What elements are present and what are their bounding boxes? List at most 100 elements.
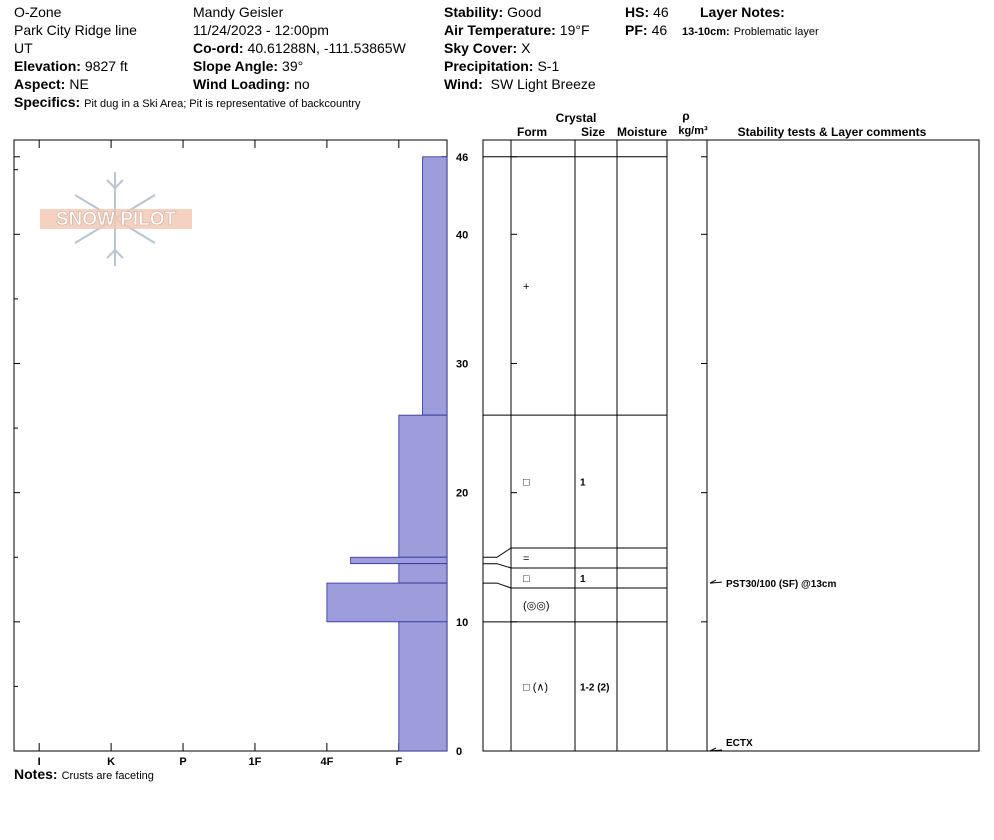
col-header: ρ	[682, 109, 689, 123]
col-header: Stability tests & Layer comments	[738, 125, 927, 139]
field-value: Mandy Geisler	[193, 4, 284, 20]
y-tick-label: 46	[456, 152, 468, 164]
header-field: Co-ord: 40.61288N, -111.53865W	[193, 40, 407, 56]
field-value: 46	[653, 4, 669, 20]
field-label: Aspect:	[14, 76, 65, 92]
header-field: O-Zone	[14, 4, 62, 20]
y-tick-label: 10	[456, 617, 468, 629]
col-header: Form	[517, 125, 547, 139]
field-value: 39°	[282, 58, 303, 74]
layer-table-frame	[482, 139, 980, 752]
field-value: Good	[507, 4, 541, 20]
hardness-bar	[398, 414, 448, 558]
field-value: SW Light Breeze	[487, 76, 596, 92]
x-tick-label: F	[395, 756, 402, 768]
logo-flake	[106, 248, 124, 259]
field-label: Precipitation:	[444, 58, 533, 74]
y-tick-label: 30	[456, 358, 468, 370]
field-value: Pit dug in a Ski Area; Pit is representa…	[84, 98, 361, 110]
hardness-bar	[422, 156, 448, 416]
crystal-form: (◎◎)	[523, 600, 550, 612]
field-value: 46	[652, 22, 668, 38]
hardness-bar	[398, 621, 448, 752]
header-field: PF: 46	[625, 22, 667, 38]
y-tick-label: 0	[456, 746, 462, 758]
x-tick-label: I	[38, 756, 41, 768]
crystal-form: □ (∧)	[523, 681, 548, 693]
field-value: Problematic layer	[734, 26, 819, 38]
field-label: Specifics:	[14, 94, 80, 110]
hardness-bar	[398, 563, 448, 584]
logo-band	[40, 209, 192, 229]
logo-flake	[106, 179, 124, 190]
field-value: X	[521, 40, 531, 56]
field-value: 40.61288N, -111.53865W	[248, 40, 407, 56]
col-header: kg/m³	[678, 125, 708, 137]
header-field: Sky Cover: X	[444, 40, 531, 56]
col-header: Moisture	[617, 125, 667, 139]
col-header: Crystal	[556, 111, 597, 125]
hardness-bar	[350, 556, 448, 565]
crystal-size: 1	[580, 574, 586, 585]
test-arrow	[709, 747, 723, 752]
x-tick-label: K	[107, 756, 115, 768]
field-label: PF:	[625, 22, 648, 38]
x-tick-label: 1F	[249, 756, 262, 768]
header-field: Mandy Geisler	[193, 4, 284, 20]
field-label: 13-10cm:	[682, 26, 730, 38]
header-field: Notes: Crusts are faceting	[14, 766, 154, 782]
header-field: UT	[14, 40, 33, 56]
field-value: no	[294, 76, 310, 92]
header-field: Specifics: Pit dug in a Ski Area; Pit is …	[14, 94, 361, 110]
field-label: HS:	[625, 4, 649, 20]
test-arrow	[709, 579, 723, 584]
header-field: 11/24/2023 - 12:00pm	[193, 22, 329, 38]
field-label: Slope Angle:	[193, 58, 278, 74]
x-tick-label: 4F	[320, 756, 333, 768]
field-label: Wind Loading:	[193, 76, 290, 92]
table-columns	[510, 140, 708, 751]
x-tick-label: P	[179, 756, 186, 768]
stability-test: PST30/100 (SF) @13cm	[726, 579, 836, 590]
header-field: Aspect: NE	[14, 76, 89, 92]
header-field: Elevation: 9827 ft	[14, 58, 128, 74]
crystal-form: +	[523, 281, 529, 293]
field-value: 11/24/2023 - 12:00pm	[193, 22, 329, 38]
field-label: Stability:	[444, 4, 503, 20]
field-value: Crusts are faceting	[62, 770, 154, 782]
layer-connector	[483, 563, 512, 569]
field-label: Wind:	[444, 76, 483, 92]
field-value: S-1	[537, 58, 559, 74]
header-field: 13-10cm: Problematic layer	[682, 26, 819, 38]
field-value: O-Zone	[14, 4, 62, 20]
field-label: Sky Cover:	[444, 40, 517, 56]
header-field: HS: 46	[625, 4, 669, 20]
col-header: Size	[581, 125, 605, 139]
crystal-size: 1-2 (2)	[580, 682, 609, 693]
crystal-form: □	[523, 573, 530, 585]
layer-connector	[483, 582, 512, 589]
layer-connector	[483, 547, 512, 558]
hardness-bar	[326, 582, 448, 623]
field-value: 9827 ft	[85, 58, 128, 74]
field-label: Air Temperature:	[444, 22, 556, 38]
crystal-form: □	[523, 477, 530, 489]
header-field: Wind: SW Light Breeze	[444, 76, 596, 92]
header-field: Precipitation: S-1	[444, 58, 559, 74]
header-field: Stability: Good	[444, 4, 541, 20]
field-value: 19°F	[560, 22, 590, 38]
y-tick-label: 40	[456, 229, 468, 241]
header-field: Wind Loading: no	[193, 76, 310, 92]
field-value: UT	[14, 40, 33, 56]
header-field: Park City Ridge line	[14, 22, 137, 38]
crystal-size: 1	[580, 478, 586, 489]
field-label: Notes:	[14, 766, 58, 782]
field-label: Elevation:	[14, 58, 81, 74]
hardness-frame	[13, 139, 448, 752]
header-field: Air Temperature: 19°F	[444, 22, 590, 38]
layer-notes-label: Layer Notes:	[700, 4, 785, 20]
field-value: NE	[69, 76, 88, 92]
field-label: Co-ord:	[193, 40, 244, 56]
y-tick-label: 20	[456, 488, 468, 500]
